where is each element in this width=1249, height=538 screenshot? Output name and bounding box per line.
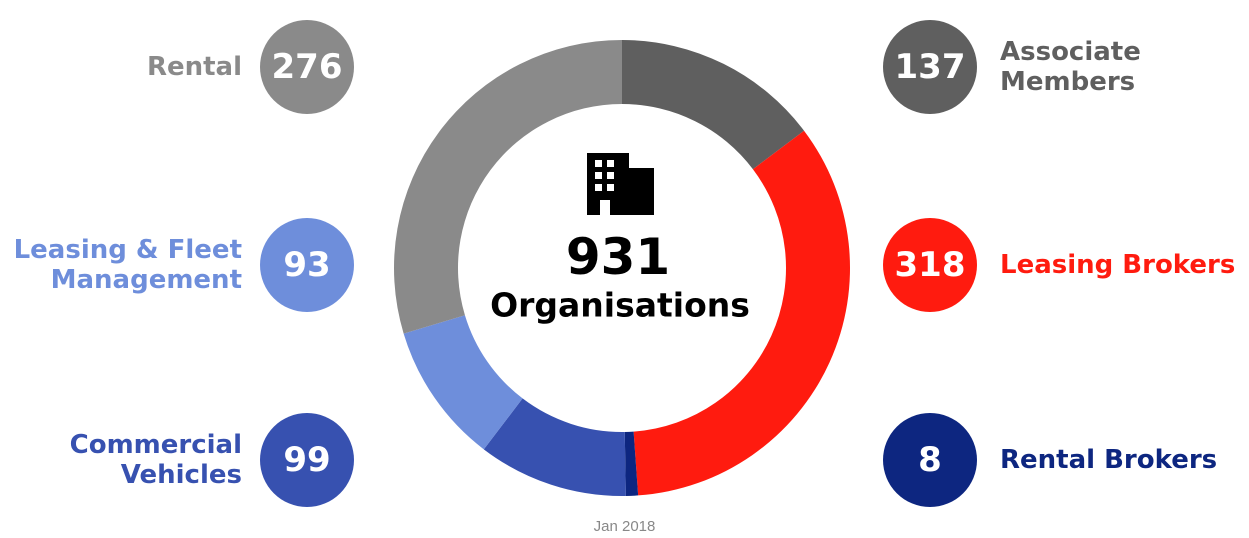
donut-segment bbox=[394, 40, 622, 334]
donut-segment bbox=[403, 315, 523, 450]
value-badge bbox=[260, 20, 354, 114]
building-icon bbox=[587, 153, 654, 215]
category-label: Associate Members bbox=[1000, 37, 1141, 97]
value-label: 276 bbox=[272, 47, 343, 87]
donut-segment bbox=[624, 431, 639, 496]
value-badge bbox=[260, 218, 354, 312]
value-label: 8 bbox=[918, 440, 942, 480]
total-value: 931 bbox=[566, 228, 670, 286]
footnote: Jan 2018 bbox=[593, 518, 656, 535]
value-badge bbox=[883, 218, 977, 312]
value-badge bbox=[260, 413, 354, 507]
value-badge bbox=[883, 413, 977, 507]
value-label: 318 bbox=[895, 245, 966, 285]
donut-segment bbox=[483, 398, 626, 496]
value-badge bbox=[883, 20, 977, 114]
total-label: Organisations bbox=[490, 286, 750, 325]
value-label: 137 bbox=[895, 47, 966, 87]
donut-segment bbox=[622, 40, 805, 170]
donut-segment bbox=[633, 130, 851, 496]
category-label: Rental Brokers bbox=[1000, 445, 1218, 475]
category-label: Rental bbox=[146, 52, 242, 82]
category-label: Leasing & Fleet Management bbox=[13, 235, 242, 295]
value-label: 93 bbox=[283, 245, 330, 285]
value-label: 99 bbox=[283, 440, 330, 480]
category-label: Leasing Brokers bbox=[1000, 250, 1236, 280]
category-label: Commercial Vehicles bbox=[69, 430, 242, 490]
